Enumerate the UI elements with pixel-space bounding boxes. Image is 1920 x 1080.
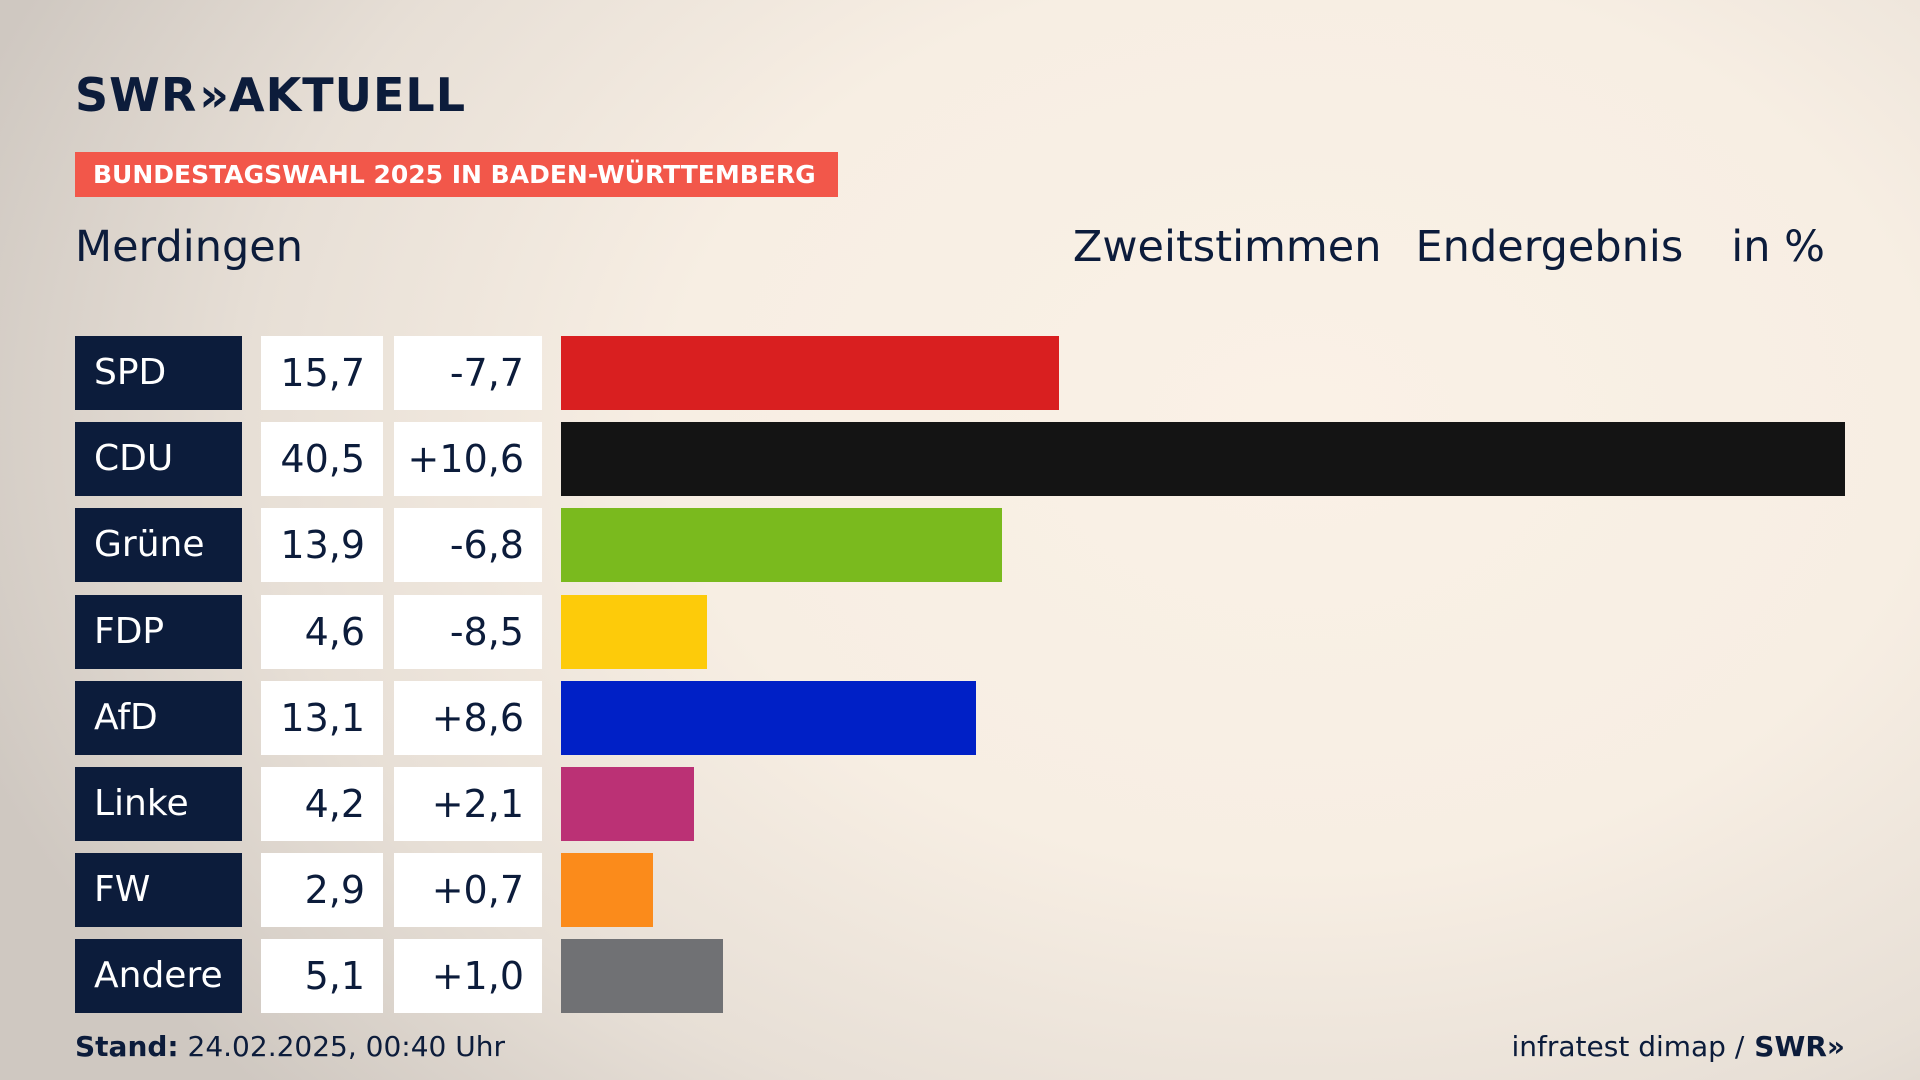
vote-share-label: 5,1 xyxy=(261,939,383,1014)
vote-share-bar xyxy=(561,767,695,841)
vote-share-label: 2,9 xyxy=(261,853,383,928)
vote-change-label: +0,7 xyxy=(394,853,542,928)
vote-share-bar xyxy=(561,939,723,1014)
party-label: FW xyxy=(75,853,242,928)
vote-share-label: 4,2 xyxy=(261,767,383,841)
result-row: FW 2,9 +0,7 xyxy=(75,853,1845,928)
result-row: FDP 4,6 -8,5 xyxy=(75,594,1845,669)
party-label: FDP xyxy=(75,594,242,669)
results-bar-chart: SPD 15,7 -7,7 CDU 40,5 +10,6 Grüne 13,9 -6,8 FDP 4… xyxy=(75,336,1845,1016)
heading-vote-type: Zweitstimmen xyxy=(1072,222,1382,272)
vote-share-label: 40,5 xyxy=(261,422,383,497)
timestamp-value: 24.02.2025, 00:40 Uhr xyxy=(187,1030,505,1063)
result-row: Grüne 13,9 -6,8 xyxy=(75,508,1845,583)
party-label: Linke xyxy=(75,767,242,841)
vote-share-bar xyxy=(561,680,977,755)
result-row: AfD 13,1 +8,6 xyxy=(75,680,1845,755)
vote-change-label: +10,6 xyxy=(394,422,542,497)
swr-aktuell-logo: SWR » AKTUELL xyxy=(75,68,466,122)
vote-share-bar xyxy=(561,422,1845,497)
source-text: infratest dimap / xyxy=(1511,1030,1745,1063)
election-badge: BUNDESTAGSWAHL 2025 IN BADEN-WÜRTTEMBERG xyxy=(75,152,838,197)
logo-aktuell: AKTUELL xyxy=(229,68,467,122)
vote-share-bar xyxy=(561,336,1059,410)
vote-change-label: +8,6 xyxy=(394,680,542,755)
vote-change-label: -6,8 xyxy=(394,508,542,583)
vote-share-bar xyxy=(561,594,707,669)
source-swr-logo: SWR» xyxy=(1754,1030,1845,1063)
heading-status: Endergebnis xyxy=(1415,222,1684,272)
party-label: SPD xyxy=(75,336,242,410)
vote-change-label: +2,1 xyxy=(394,767,542,841)
vote-change-label: +1,0 xyxy=(394,939,542,1014)
logo-chevron-icon: » xyxy=(199,68,229,122)
party-label: AfD xyxy=(75,680,242,755)
party-label: Andere xyxy=(75,939,242,1014)
vote-share-bar xyxy=(561,508,1002,583)
result-row: SPD 15,7 -7,7 xyxy=(75,336,1845,410)
heading-unit: in % xyxy=(1731,222,1825,272)
logo-swr: SWR xyxy=(75,68,198,122)
party-label: CDU xyxy=(75,422,242,497)
party-label: Grüne xyxy=(75,508,242,583)
source-credit: infratest dimap / SWR» xyxy=(1511,1030,1845,1063)
chart-heading: Zweitstimmen Endergebnis in % xyxy=(1073,222,1825,272)
vote-share-bar xyxy=(561,853,653,928)
timestamp: Stand: 24.02.2025, 00:40 Uhr xyxy=(75,1030,505,1063)
vote-share-label: 15,7 xyxy=(261,336,383,410)
result-row: Andere 5,1 +1,0 xyxy=(75,939,1845,1014)
vote-change-label: -7,7 xyxy=(394,336,542,410)
vote-share-label: 4,6 xyxy=(261,594,383,669)
vote-share-label: 13,1 xyxy=(261,680,383,755)
timestamp-label: Stand: xyxy=(75,1030,179,1063)
vote-change-label: -8,5 xyxy=(394,594,542,669)
result-row: Linke 4,2 +2,1 xyxy=(75,767,1845,841)
vote-share-label: 13,9 xyxy=(261,508,383,583)
place-name: Merdingen xyxy=(75,222,303,272)
result-row: CDU 40,5 +10,6 xyxy=(75,422,1845,497)
